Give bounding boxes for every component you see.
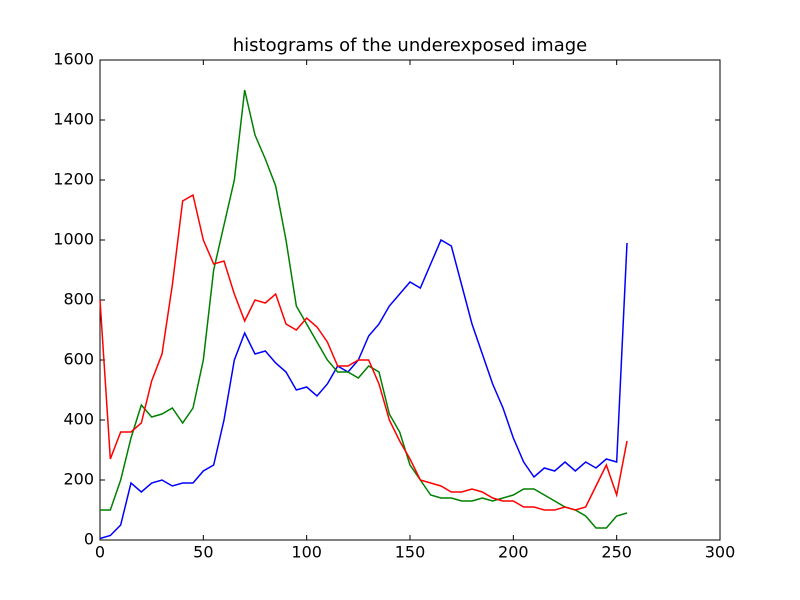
plot-frame: [99, 59, 721, 541]
x-tick-label: 250: [601, 543, 632, 562]
y-tick-label: 1400: [53, 110, 94, 129]
x-tick-label: 100: [291, 543, 322, 562]
x-tick-label: 0: [95, 543, 105, 562]
y-tick-label: 200: [63, 470, 94, 489]
x-tick-label: 50: [193, 543, 213, 562]
x-tick-label: 150: [395, 543, 426, 562]
y-tick-label: 1000: [53, 230, 94, 249]
x-tick-label: 300: [705, 543, 736, 562]
y-tick-label: 400: [63, 410, 94, 429]
series-line: [99, 193, 628, 511]
y-tick-label: 1200: [53, 170, 94, 189]
y-tick-label: 600: [63, 350, 94, 369]
y-tick-label: 1600: [53, 50, 94, 69]
series-line: [99, 238, 628, 540]
y-tick-label: 800: [63, 290, 94, 309]
x-tick-label: 200: [498, 543, 529, 562]
chart-title: histograms of the underexposed image: [233, 35, 588, 56]
y-tick-label: 0: [84, 530, 94, 549]
series-line: [100, 89, 628, 529]
